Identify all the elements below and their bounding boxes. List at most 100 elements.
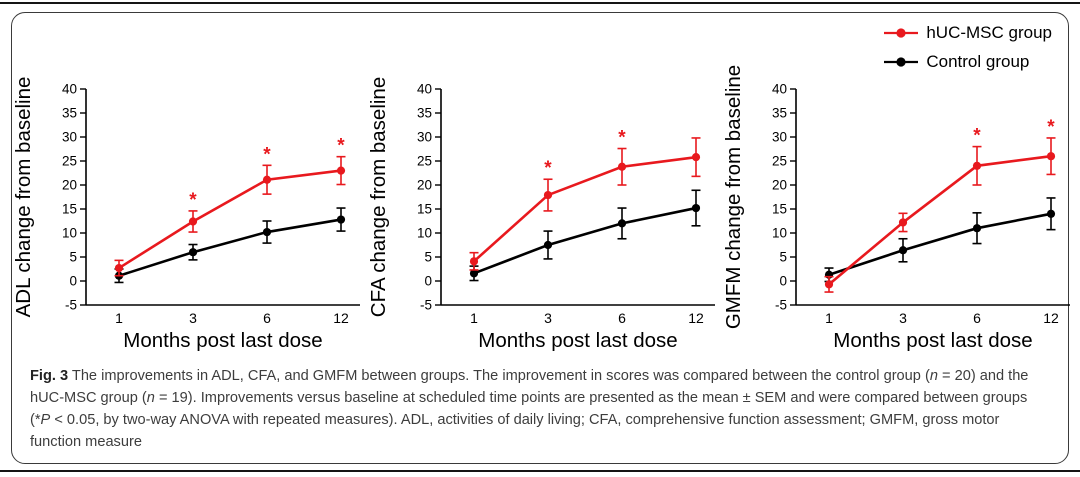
legend-item-huc-msc-group: hUC-MSC group — [883, 20, 1052, 45]
cfa-chart: 40 35 30 25 20 15 10 5 0 -5 1 3 6 12 Months post last … — [369, 59, 715, 357]
caption-segment: Fig. 3 — [30, 368, 69, 384]
legend-item-label: hUC-MSC group — [926, 22, 1052, 42]
data-point-marker — [336, 215, 346, 224]
y-axis-label: CFA change from baseline — [369, 77, 390, 317]
data-point-marker — [114, 263, 124, 273]
y-tick-label: 30 — [772, 130, 787, 145]
caption-segment: = 19). Improvements versus baseline at s… — [30, 390, 1028, 428]
data-point-marker — [262, 227, 272, 237]
data-point-marker — [824, 280, 834, 289]
x-tick-label: 6 — [618, 310, 626, 326]
y-axis-label: ADL change from baseline — [14, 77, 35, 318]
series-huc-msc-group: * * * — [114, 136, 346, 277]
significance-star: * — [973, 126, 981, 147]
legend-item-control-group: Control group — [883, 49, 1052, 74]
y-tick-label: 15 — [417, 202, 432, 217]
y-tick-label: 35 — [62, 106, 77, 121]
x-axis-label: Months post last dose — [478, 329, 677, 352]
y-tick-label: -5 — [775, 298, 787, 313]
series-line — [473, 206, 697, 275]
x-tick-label: 6 — [973, 310, 981, 326]
y-tick-label: 40 — [417, 82, 432, 97]
figure-panel: hUC-MSC group Control group 40 35 30 25 20 15 1… — [11, 12, 1070, 464]
data-point-marker — [262, 175, 272, 184]
y-tick-label: 10 — [772, 226, 787, 241]
data-point-marker — [188, 248, 198, 257]
data-point-marker — [543, 240, 553, 250]
y-tick-label: 10 — [62, 226, 77, 241]
significance-star: * — [544, 158, 552, 179]
significance-star: * — [189, 190, 197, 211]
data-point-marker — [691, 153, 701, 162]
series-control-group — [824, 197, 1056, 283]
x-tick-label: 12 — [1043, 310, 1059, 326]
y-tick-label: -5 — [65, 298, 77, 313]
data-point-marker — [972, 224, 982, 233]
x-tick-label: 12 — [333, 310, 349, 326]
y-tick-label: 0 — [779, 274, 787, 289]
x-tick-label: 1 — [470, 310, 478, 326]
y-tick-label: 0 — [69, 274, 77, 289]
x-tick-label: 3 — [544, 310, 552, 326]
x-tick-label: 1 — [115, 310, 123, 326]
significance-star: * — [263, 144, 271, 165]
caption-segment: P — [40, 412, 51, 428]
figure-caption: Fig. 3 The improvements in ADL, CFA, and… — [30, 365, 1048, 453]
caption-segment: n — [929, 368, 938, 384]
y-tick-label: 20 — [417, 178, 432, 193]
data-point-marker — [972, 161, 982, 170]
data-point-marker — [617, 162, 627, 171]
data-point-marker — [617, 219, 627, 228]
series-control-group — [469, 189, 701, 282]
gmfm-chart-svg: 40 35 30 25 20 15 10 5 0 -5 1 3 6 12 Months post last … — [724, 65, 1070, 352]
data-point-marker — [1046, 209, 1056, 218]
gmfm-chart: 40 35 30 25 20 15 10 5 0 -5 1 3 6 12 Months post last … — [724, 59, 1070, 357]
series-line — [828, 154, 1052, 286]
cfa-chart-svg: 40 35 30 25 20 15 10 5 0 -5 1 3 6 12 Months post last … — [369, 77, 715, 352]
series-line — [118, 218, 342, 277]
y-tick-label: 5 — [69, 250, 77, 265]
significance-star: * — [1047, 117, 1055, 138]
data-point-marker — [543, 190, 553, 200]
y-tick-label: 35 — [417, 106, 432, 121]
series-huc-msc-group: ** — [469, 128, 701, 271]
y-axis-label: GMFM change from baseline — [724, 65, 745, 329]
caption-segment: < 0.05, by two-way ANOVA with repeated m… — [30, 412, 1000, 450]
series-line — [118, 169, 342, 270]
y-tick-label: 10 — [417, 226, 432, 241]
x-axis-label: Months post last dose — [833, 329, 1032, 352]
series-line — [828, 212, 1052, 276]
y-tick-label: 20 — [772, 178, 787, 193]
y-tick-label: 25 — [772, 154, 787, 169]
legend: hUC-MSC group Control group — [883, 20, 1052, 74]
y-tick-label: 15 — [62, 202, 77, 217]
data-point-marker — [898, 246, 908, 255]
caption-segment: n — [146, 390, 155, 406]
x-tick-label: 3 — [189, 310, 197, 326]
series-control-group — [114, 207, 346, 284]
x-axis-label: Months post last dose — [123, 329, 322, 352]
bottom-divider — [0, 470, 1080, 472]
y-tick-label: 20 — [62, 178, 77, 193]
data-point-marker — [336, 166, 346, 175]
y-tick-label: 5 — [424, 250, 432, 265]
y-tick-label: 0 — [424, 274, 432, 289]
legend-line-dot-icon — [884, 56, 919, 67]
significance-star: * — [618, 128, 626, 149]
top-divider — [0, 2, 1080, 4]
y-tick-label: 30 — [417, 130, 432, 145]
series-line — [473, 155, 697, 263]
y-tick-label: 30 — [62, 130, 77, 145]
x-tick-label: 12 — [688, 310, 704, 326]
y-tick-label: 40 — [772, 82, 787, 97]
y-tick-label: 5 — [779, 250, 787, 265]
legend-item-label: Control group — [926, 51, 1030, 71]
y-tick-label: 15 — [772, 202, 787, 217]
y-tick-label: 35 — [772, 106, 787, 121]
significance-star: * — [337, 136, 345, 157]
x-tick-label: 3 — [899, 310, 907, 326]
series-huc-msc-group: ** — [824, 117, 1056, 293]
legend-line-dot-icon — [884, 27, 919, 38]
data-point-marker — [1046, 152, 1056, 161]
